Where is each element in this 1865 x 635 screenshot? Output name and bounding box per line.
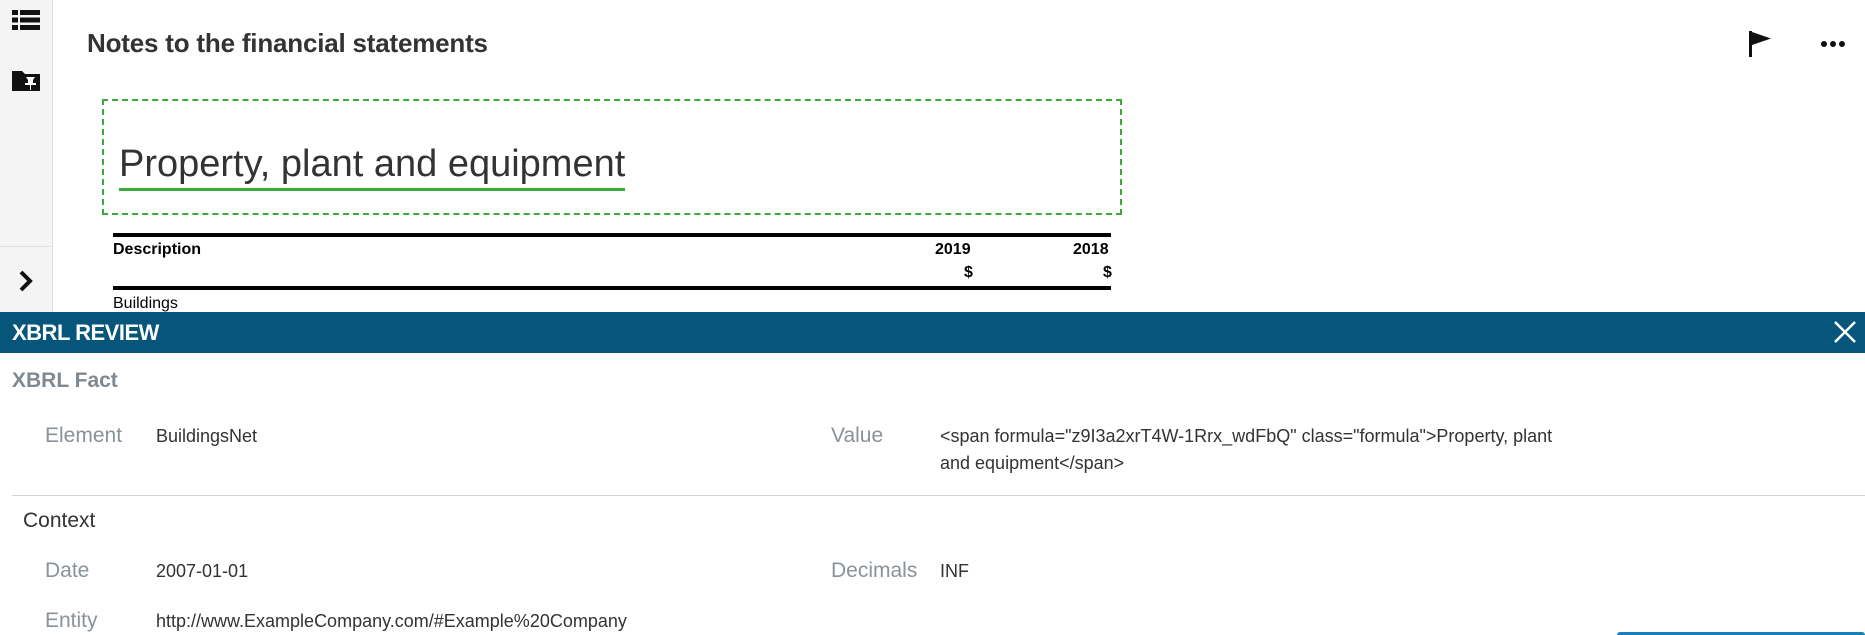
close-icon [1834, 321, 1856, 343]
expand-panel-button[interactable] [8, 263, 44, 299]
panel-title: XBRL REVIEW [12, 320, 159, 345]
element-value: BuildingsNet [156, 426, 258, 446]
column-header-description: Description [113, 241, 202, 258]
xbrl-review-panel: XBRL REVIEW XBRL Fact Element BuildingsN… [0, 312, 1865, 635]
rail-divider [0, 246, 52, 247]
unit-2019: $ [964, 264, 973, 281]
flag-icon [1749, 31, 1771, 57]
chevron-right-icon [19, 270, 33, 292]
column-header-2019: 2019 [935, 241, 971, 258]
context-section-title: Context [23, 509, 96, 532]
flag-button[interactable] [1742, 26, 1778, 62]
tagged-heading-highlight[interactable]: Property, plant and equipment [102, 99, 1122, 215]
decimals-value: INF [940, 561, 969, 581]
left-rail [0, 0, 53, 312]
section-separator [12, 495, 1865, 496]
date-label: Date [45, 559, 90, 582]
entity-label: Entity [45, 609, 98, 632]
value-text-line-2: and equipment</span> [940, 453, 1125, 473]
more-horizontal-icon [1821, 41, 1845, 47]
xbrl-fact-section-title: XBRL Fact [12, 369, 118, 392]
list-icon [12, 10, 40, 30]
list-view-button[interactable] [8, 2, 44, 38]
section-heading[interactable]: Property, plant and equipment [119, 143, 626, 191]
pinned-folder-icon [12, 71, 40, 91]
table-header-rule [113, 286, 1111, 290]
column-header-2018: 2018 [1073, 241, 1109, 258]
value-label: Value [831, 424, 884, 447]
entity-value: http://www.ExampleCompany.com/#Example%2… [156, 611, 627, 631]
date-value: 2007-01-01 [156, 561, 249, 581]
close-panel-button[interactable] [1829, 316, 1861, 348]
decimals-label: Decimals [831, 559, 918, 582]
value-text-line-1: <span formula="z9I3a2xrT4W-1Rrx_wdFbQ" c… [940, 426, 1553, 446]
unit-2018: $ [1103, 264, 1112, 281]
pinned-folder-button[interactable] [8, 62, 44, 98]
element-label: Element [45, 424, 123, 447]
more-options-button[interactable] [1815, 26, 1851, 62]
panel-header-bar: XBRL REVIEW [0, 312, 1865, 353]
table-row-label: Buildings [113, 295, 178, 312]
table-top-rule [113, 233, 1111, 237]
partial-button-edge[interactable] [1617, 632, 1865, 635]
page-title: Notes to the financial statements [87, 28, 488, 58]
